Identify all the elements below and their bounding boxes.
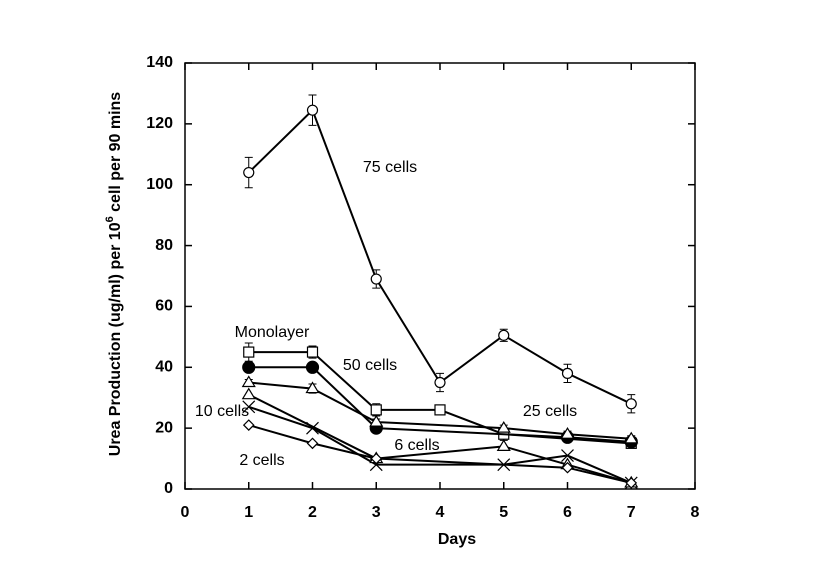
y-tick-label: 100	[146, 176, 173, 193]
series-label: 25 cells	[523, 403, 577, 420]
y-tick-label: 60	[155, 298, 173, 315]
marker	[241, 375, 256, 388]
marker	[306, 437, 319, 450]
y-tick-label: 140	[146, 54, 173, 71]
marker	[242, 400, 256, 414]
marker	[624, 431, 639, 444]
series-label: 6 cells	[394, 437, 439, 454]
marker	[243, 166, 255, 179]
marker	[370, 273, 382, 285]
y-tick-label: 40	[155, 359, 173, 376]
y-tick-label: 0	[164, 480, 173, 497]
marker	[561, 367, 574, 379]
series-line	[248, 108, 632, 405]
marker	[241, 387, 256, 400]
marker	[561, 449, 574, 462]
marker	[370, 452, 383, 465]
x-tick-label: 5	[499, 504, 508, 521]
series-label: 75 cells	[363, 159, 417, 176]
marker	[242, 360, 256, 374]
marker	[498, 329, 510, 341]
marker	[496, 420, 511, 433]
marker	[625, 398, 637, 410]
y-tick-label: 120	[146, 115, 173, 132]
y-label-sup: 6	[104, 216, 116, 222]
series-label: 10 cells	[195, 403, 249, 420]
marker	[560, 427, 575, 439]
x-tick-label: 7	[627, 504, 636, 521]
marker	[370, 404, 382, 416]
series-label: Monolayer	[235, 324, 310, 341]
x-tick-label: 6	[563, 504, 572, 521]
x-tick-label: 4	[436, 504, 445, 521]
x-axis-label: Days	[438, 531, 476, 548]
marker	[625, 477, 638, 489]
y-label-part: cell per 90 mins	[107, 92, 124, 217]
series-line	[248, 381, 632, 440]
x-tick-label: 3	[372, 504, 381, 521]
x-tick-label: 1	[244, 504, 253, 521]
marker	[496, 439, 511, 451]
x-tick-label: 0	[181, 504, 190, 521]
y-tick-label: 20	[155, 419, 173, 436]
marker	[434, 376, 446, 389]
marker	[306, 346, 319, 358]
marker	[242, 419, 255, 431]
marker	[369, 414, 384, 427]
marker	[305, 360, 320, 374]
y-label-part: Urea Production (ug/ml) per 10	[107, 222, 124, 456]
marker	[434, 404, 446, 416]
x-tick-label: 8	[691, 504, 700, 521]
marker	[561, 461, 574, 474]
y-axis-label: Urea Production (ug/ml) per 106 cell per…	[104, 92, 124, 457]
marker	[243, 346, 255, 358]
x-tick-label: 2	[308, 504, 317, 521]
marker	[306, 104, 319, 116]
y-tick-label: 80	[155, 237, 173, 254]
marker	[305, 381, 320, 394]
series-label: 2 cells	[239, 452, 284, 469]
series-label: 50 cells	[343, 357, 397, 374]
series-line	[248, 405, 632, 484]
